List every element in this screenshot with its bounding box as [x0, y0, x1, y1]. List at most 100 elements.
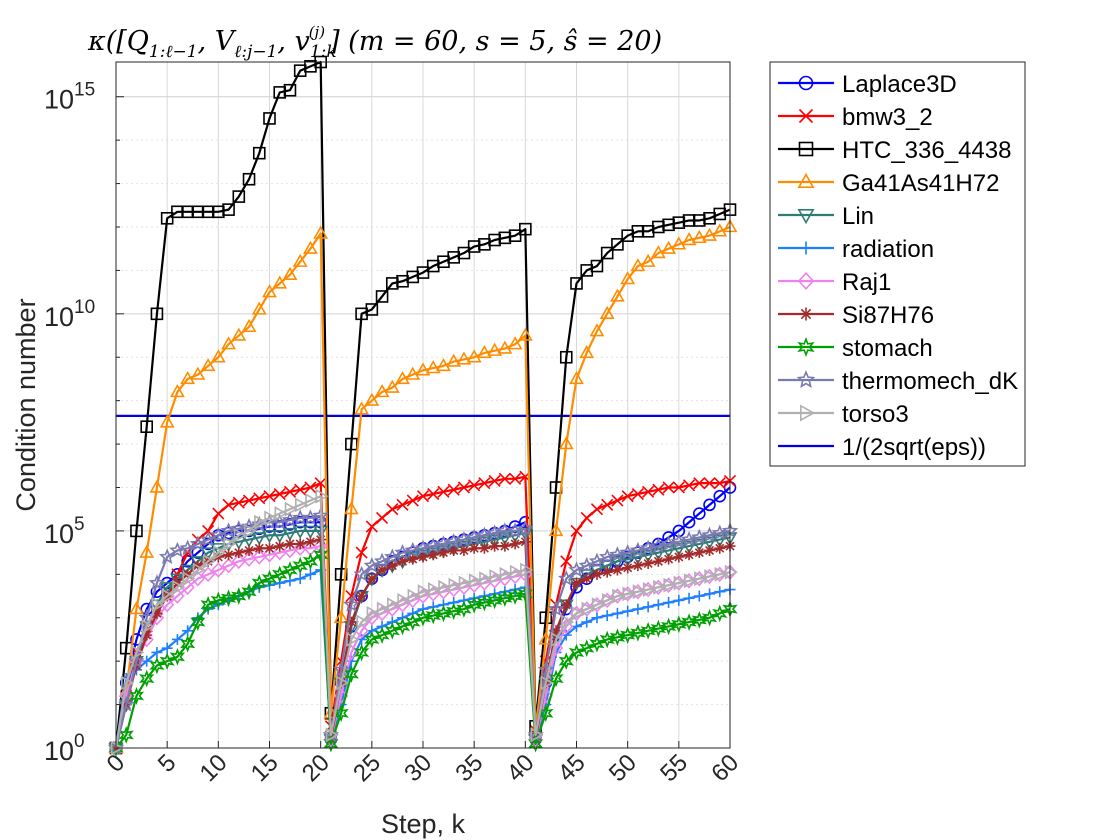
data-point	[179, 539, 196, 556]
legend-marker	[797, 336, 815, 358]
data-point	[151, 607, 163, 619]
y-tick-label: 105	[44, 514, 85, 549]
data-point	[272, 275, 288, 289]
data-point	[598, 548, 616, 564]
series-line	[114, 225, 731, 749]
data-point	[365, 520, 378, 533]
data-point	[364, 392, 380, 406]
data-point	[264, 510, 278, 526]
legend-marker	[797, 272, 815, 290]
data-point	[672, 481, 685, 494]
legend-label: thermomech_dK	[842, 368, 1018, 395]
data-point	[281, 511, 299, 528]
data-point	[304, 481, 317, 494]
data-point	[333, 609, 349, 623]
data-point	[375, 290, 389, 303]
data-point	[581, 601, 595, 617]
data-point	[397, 555, 409, 567]
data-point	[355, 546, 368, 559]
data-point	[304, 536, 316, 548]
data-point	[161, 642, 173, 654]
data-point	[405, 366, 421, 380]
title-kappa: κ([Q	[87, 26, 149, 57]
data-point	[447, 483, 460, 496]
data-point	[108, 739, 124, 757]
legend-label: Laplace3D	[842, 71, 957, 98]
data-point	[233, 527, 247, 543]
data-point	[374, 384, 390, 398]
legend-item: Lin	[778, 203, 874, 230]
legend-marker	[798, 108, 814, 124]
data-point	[569, 370, 584, 385]
series-bmw3-2	[109, 470, 737, 755]
data-point	[642, 485, 655, 498]
data-point	[303, 525, 318, 539]
data-point	[294, 483, 307, 496]
data-point	[202, 524, 215, 537]
data-point	[671, 236, 687, 250]
legend-label: stomach	[842, 335, 933, 362]
data-point	[231, 536, 247, 550]
data-point	[558, 652, 574, 671]
data-point	[465, 528, 483, 545]
data-point	[425, 360, 441, 374]
data-point	[517, 327, 533, 341]
data-point	[252, 146, 266, 160]
series-torso3	[110, 488, 738, 756]
data-point	[548, 522, 564, 537]
data-point	[580, 511, 593, 524]
data-point	[335, 675, 350, 691]
legend-item: Raj1	[778, 269, 891, 296]
legend-label: torso3	[842, 401, 909, 428]
data-point	[425, 537, 442, 554]
data-point	[396, 498, 409, 511]
data-point	[466, 349, 482, 363]
data-point	[517, 585, 534, 603]
y-tick-label: 1015	[44, 80, 95, 115]
data-point	[223, 549, 235, 561]
data-point	[488, 474, 501, 488]
data-point	[343, 665, 360, 684]
data-point	[438, 579, 452, 595]
legend-marker	[798, 141, 814, 157]
data-point	[437, 485, 450, 498]
data-point	[387, 597, 401, 613]
grid-layer	[116, 62, 730, 748]
legend-label: HTC_336_4438	[842, 137, 1011, 164]
legend-marker	[797, 209, 815, 225]
data-point	[274, 506, 288, 521]
data-point	[243, 523, 257, 539]
data-point	[305, 493, 319, 508]
data-point	[242, 494, 256, 507]
data-point	[703, 477, 716, 490]
data-point	[160, 212, 174, 225]
data-point	[601, 610, 613, 622]
data-point	[169, 647, 186, 666]
data-point	[650, 245, 666, 259]
legend-label: 1/(2sqrt(eps))	[842, 434, 986, 461]
data-point	[653, 579, 667, 595]
data-point	[353, 643, 370, 662]
data-point	[714, 566, 728, 582]
data-point	[284, 538, 296, 550]
data-point	[578, 557, 595, 573]
data-point	[414, 539, 432, 556]
data-point	[222, 203, 235, 216]
data-point	[642, 557, 654, 569]
data-point	[571, 605, 585, 621]
data-point	[458, 575, 472, 591]
series-line	[115, 553, 731, 749]
data-point	[458, 544, 470, 556]
series-stomach	[108, 545, 738, 757]
data-point	[202, 553, 217, 569]
data-point	[376, 564, 388, 576]
data-point	[506, 522, 524, 538]
title-v2-sup: (j)	[309, 23, 326, 41]
data-point	[386, 503, 399, 516]
data-point	[456, 351, 472, 365]
title-v-sub: ℓ:j−1	[234, 42, 277, 62]
data-point	[508, 229, 522, 242]
data-point	[478, 477, 491, 490]
title-q-sub: 1:ℓ−1	[149, 42, 198, 62]
data-point	[190, 366, 206, 380]
